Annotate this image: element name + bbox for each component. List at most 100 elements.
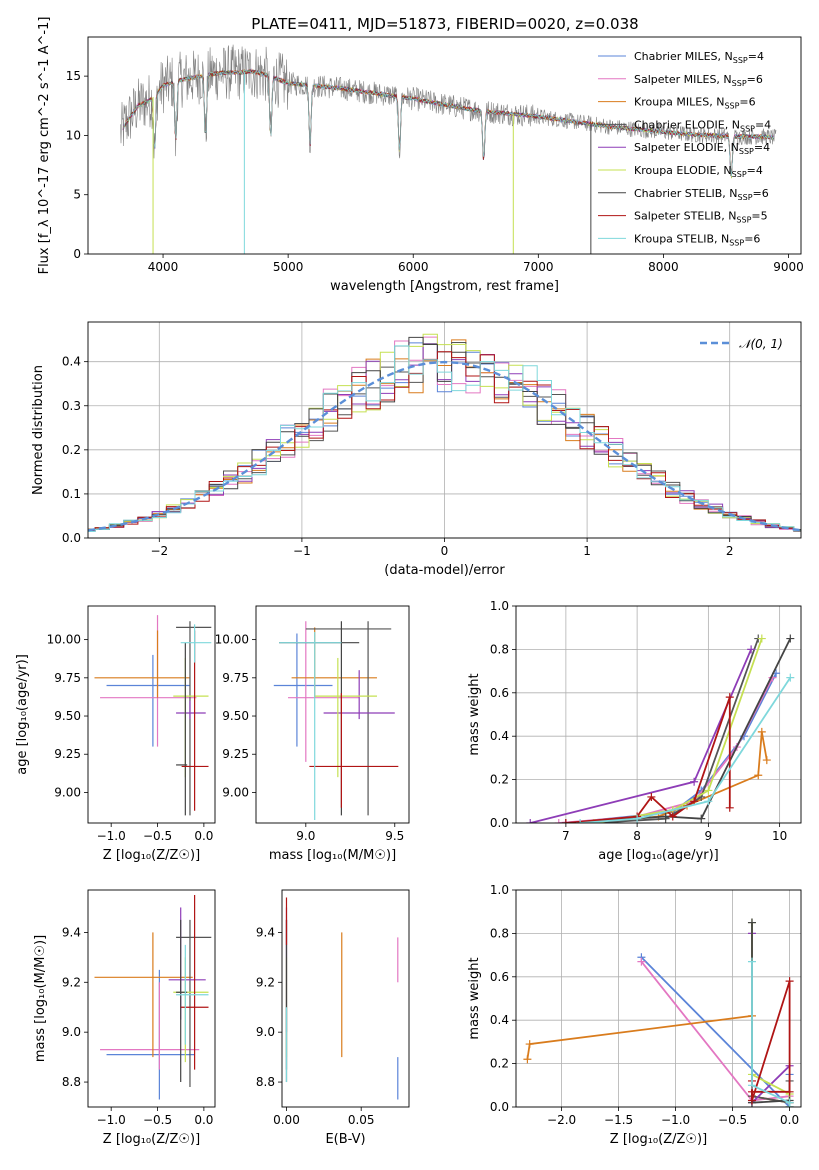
x-tick-label: 9.0 — [296, 829, 315, 843]
y-tick-label: 15 — [66, 69, 81, 83]
y-tick-label: 9.2 — [256, 975, 275, 989]
model-spectrum-line — [122, 69, 774, 177]
x-tick-label: 1 — [583, 544, 591, 558]
y-axis-label: age [log₁₀(age/yr)] — [15, 654, 30, 775]
legend-label: Salpeter MILES, NSSP=6 — [634, 73, 763, 88]
data-point-marker — [786, 673, 795, 682]
y-axis-label: Normed distribution — [31, 365, 46, 495]
legend-label: Kroupa STELIB, NSSP=6 — [634, 232, 760, 247]
data-point-marker — [757, 634, 766, 643]
legend-label: Kroupa ELODIE, NSSP=4 — [634, 164, 763, 179]
y-tick-label: 10 — [66, 128, 81, 142]
x-tick-label: 9 — [705, 829, 713, 843]
y-tick-label: 0.6 — [490, 970, 509, 984]
y-tick-label: 0.2 — [62, 443, 81, 457]
legend-subscript: SSP — [729, 238, 744, 247]
data-point-marker — [525, 1040, 534, 1049]
y-tick-label: 0.4 — [490, 1013, 509, 1027]
plot-data-layer — [273, 621, 399, 820]
x-tick-label: 0 — [441, 544, 449, 558]
data-point-marker — [526, 819, 535, 823]
y-tick-label: 9.4 — [256, 925, 275, 939]
y-tick-label: 9.25 — [54, 747, 81, 761]
y-tick-label: 1.0 — [490, 599, 509, 613]
data-point-marker — [725, 693, 734, 702]
observed-spectrum-line — [120, 44, 777, 177]
data-point-marker — [554, 819, 563, 823]
data-point-marker — [747, 957, 756, 966]
x-tick-label: −1 — [293, 544, 311, 558]
y-tick-label: 9.4 — [62, 925, 81, 939]
axes-frame — [87, 889, 216, 1108]
axes-frame — [515, 605, 802, 824]
y-tick-label: 9.2 — [62, 975, 81, 989]
x-tick-label: −1.0 — [661, 1113, 690, 1127]
y-tick-label: 0.2 — [490, 1057, 509, 1071]
x-tick-label: −2 — [150, 544, 168, 558]
x-tick-label: 4000 — [148, 260, 179, 274]
legend-subscript: SSP — [740, 124, 755, 133]
normal-reference-curve — [88, 360, 801, 532]
y-tick-label: 1.0 — [490, 883, 509, 897]
figure-title: PLATE=0411, MJD=51873, FIBERID=0020, z=0… — [251, 15, 638, 33]
x-tick-label: 0.0 — [780, 1113, 799, 1127]
x-tick-label: 8 — [633, 829, 641, 843]
y-tick-label: 0 — [73, 247, 81, 261]
plot-data-layer — [94, 615, 212, 816]
legend-count: =4 — [755, 118, 771, 131]
mass-vs-ebv-plot: 0.00 0.05 8.8 9.0 9.2 9.4 E(B-V) — [256, 889, 410, 1147]
data-point-marker — [637, 957, 646, 966]
legend-count: =6 — [753, 187, 769, 200]
y-tick-label: 9.50 — [54, 709, 81, 723]
age-vs-mass-plot: 9.0 9.5 9.00 9.25 9.50 9.75 10.00 mass [log₁₀(M… — [215, 605, 410, 863]
x-tick-label: 5000 — [273, 260, 304, 274]
y-tick-label: 0.6 — [490, 686, 509, 700]
plot-data-layer — [526, 634, 795, 823]
y-axis-label: mass [log₁₀(M/M☉)] — [33, 935, 48, 1062]
data-point-marker — [754, 771, 763, 780]
axes-frame — [87, 605, 216, 824]
mass-weight-line — [594, 638, 760, 823]
legend-label: Chabrier ELODIE, NSSP=4 — [634, 118, 771, 133]
data-point-marker — [785, 1087, 794, 1096]
x-tick-label: 9.5 — [385, 829, 404, 843]
x-axis-label: E(B-V) — [325, 1132, 365, 1147]
y-tick-label: 0.4 — [62, 355, 81, 369]
x-tick-label: 8000 — [648, 260, 679, 274]
x-tick-label: −0.5 — [718, 1113, 747, 1127]
x-axis-label: age [log₁₀(age/yr)] — [598, 848, 719, 863]
residual-histogram-step — [88, 345, 801, 532]
legend-subscript: SSP — [732, 79, 747, 88]
legend-subscript: SSP — [738, 193, 753, 202]
x-tick-label: −0.5 — [143, 829, 172, 843]
data-point-marker — [704, 786, 713, 795]
y-tick-label: 9.25 — [222, 747, 249, 761]
legend-count: =4 — [754, 141, 770, 154]
mass-weight-line — [580, 677, 792, 823]
x-axis-label: Z [log₁₀(Z/Z☉)] — [103, 1132, 200, 1147]
x-tick-label: 2 — [726, 544, 734, 558]
data-point-marker — [786, 634, 795, 643]
x-axis-label: Z [log₁₀(Z/Z☉)] — [103, 848, 200, 863]
y-tick-label: 9.0 — [62, 1025, 81, 1039]
y-tick-label: 8.8 — [256, 1075, 275, 1089]
mass-weight-vs-age-plot: 7 8 9 10 0.0 0.2 0.4 0.6 0.8 1.0 age [log₁₀(age/yr… — [467, 599, 802, 863]
legend-subscript: SSP — [736, 216, 751, 225]
plot-data-layer — [88, 333, 801, 532]
data-point-marker — [690, 777, 699, 786]
x-tick-label: −0.5 — [143, 1113, 172, 1127]
y-tick-label: 9.00 — [222, 785, 249, 799]
plot-data-layer — [120, 44, 777, 254]
y-tick-label: 0.0 — [490, 816, 509, 830]
y-tick-label: 9.75 — [222, 671, 249, 685]
y-axis-label: Flux [f_λ 10^-17 erg cm^-2 s^-1 A^-1] — [37, 17, 52, 275]
y-tick-label: 0.3 — [62, 399, 81, 413]
legend-label: Kroupa MILES, NSSP=6 — [634, 96, 756, 111]
y-tick-label: 9.50 — [222, 709, 249, 723]
y-tick-label: 10.00 — [215, 633, 249, 647]
x-axis-label: wavelength [Angstrom, rest frame] — [330, 279, 559, 294]
data-point-marker — [668, 812, 677, 821]
legend-label: Salpeter STELIB, NSSP=5 — [634, 210, 768, 225]
axes-frame — [255, 605, 410, 824]
data-point-marker — [561, 819, 570, 823]
